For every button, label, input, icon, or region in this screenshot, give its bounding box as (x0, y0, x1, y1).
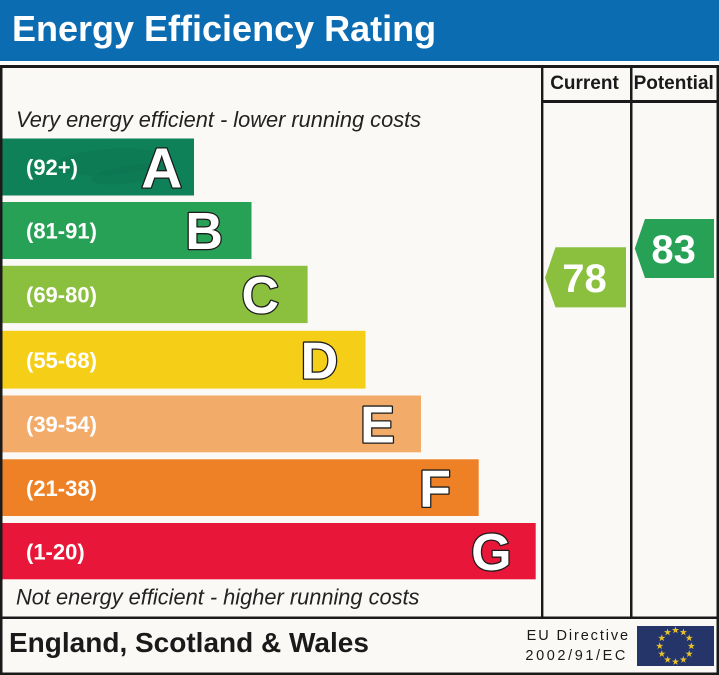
svg-text:Not energy efficient - higher: Not energy efficient - higher running co… (16, 585, 420, 610)
svg-text:EU Directive: EU Directive (527, 628, 630, 644)
svg-text:(39-54): (39-54) (26, 412, 97, 437)
svg-text:Energy Efficiency Rating: Energy Efficiency Rating (12, 8, 436, 49)
svg-text:78: 78 (562, 257, 607, 301)
svg-text:(1-20): (1-20) (26, 539, 85, 564)
svg-text:F: F (419, 460, 451, 518)
svg-text:E: E (360, 397, 395, 455)
svg-text:83: 83 (651, 228, 696, 272)
svg-text:A: A (141, 136, 182, 200)
svg-text:G: G (471, 524, 511, 582)
svg-text:(69-80): (69-80) (26, 283, 97, 308)
svg-text:(55-68): (55-68) (26, 348, 97, 373)
svg-text:(21-38): (21-38) (26, 476, 97, 501)
svg-text:(81-91): (81-91) (26, 219, 97, 244)
svg-text:Very energy efficient - lower: Very energy efficient - lower running co… (16, 107, 421, 132)
svg-text:Current: Current (550, 73, 619, 94)
svg-text:2002/91/EC: 2002/91/EC (525, 648, 628, 664)
svg-text:B: B (185, 203, 223, 261)
svg-text:(92+): (92+) (26, 155, 78, 180)
svg-text:D: D (301, 332, 339, 390)
svg-text:England, Scotland & Wales: England, Scotland & Wales (9, 627, 369, 658)
svg-text:Potential: Potential (634, 73, 714, 94)
svg-text:C: C (242, 267, 280, 325)
